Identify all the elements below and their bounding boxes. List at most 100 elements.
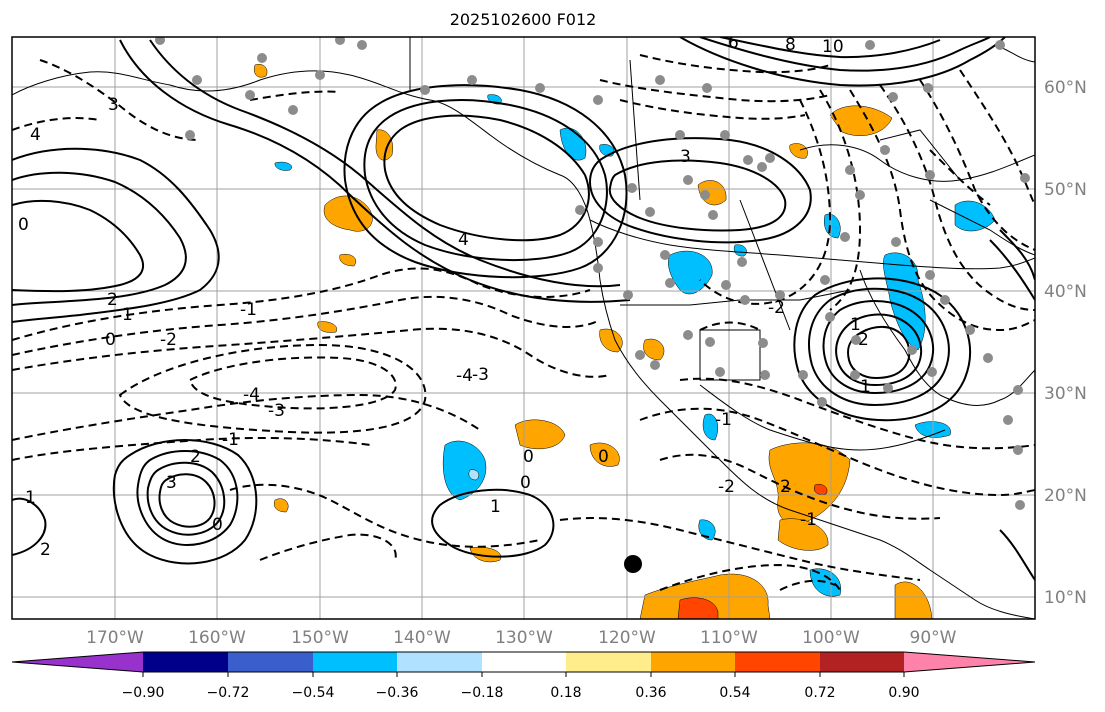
shade-orange xyxy=(829,105,893,136)
contour-label: 3 xyxy=(166,473,177,493)
lon-label: 100°W xyxy=(802,628,860,648)
lat-label: 20°N xyxy=(1044,486,1087,506)
shade-orange xyxy=(643,338,665,361)
contour-label: 0 xyxy=(520,473,531,493)
contour-label: 2 xyxy=(858,330,869,350)
contour-label: -2 xyxy=(768,298,785,318)
shade-orange xyxy=(599,328,623,353)
contour-label: -1 xyxy=(800,510,817,530)
shade-orange xyxy=(254,64,268,78)
shade-red xyxy=(677,597,719,619)
latitude-axis: 60°N 50°N 40°N 30°N 20°N 10°N xyxy=(1044,78,1087,608)
contour-label: 3 xyxy=(108,95,119,115)
colorbar-tick-label: −0.18 xyxy=(461,685,504,701)
station-dots xyxy=(155,37,1030,510)
colorbar-extend-left xyxy=(12,652,143,672)
shade-orange xyxy=(514,419,566,450)
contour-label: 1 xyxy=(25,488,36,508)
shade-blue xyxy=(809,568,842,597)
colorbar-tick-label: −0.72 xyxy=(207,685,250,701)
colorbar-segment xyxy=(566,652,651,672)
colorbar-segment xyxy=(313,652,397,672)
lat-label: 30°N xyxy=(1044,384,1087,404)
contour-label: -2 xyxy=(160,330,177,350)
colorbar-segment xyxy=(397,652,482,672)
shade-blue xyxy=(668,250,713,295)
colorbar-ticks xyxy=(142,672,905,677)
contour-label: -1 xyxy=(240,300,257,320)
solid-contours xyxy=(12,37,1035,581)
contour-label: 2 xyxy=(107,290,118,310)
shade-orange xyxy=(777,518,829,551)
colorbar-segment xyxy=(228,652,313,672)
coastlines xyxy=(12,37,1035,619)
contour-label: 0 xyxy=(598,447,609,467)
contour-label: 1 xyxy=(122,305,133,325)
colorbar-tick-label: 0.54 xyxy=(719,685,750,701)
contour-label: 0 xyxy=(523,447,534,467)
shade-blue xyxy=(702,413,719,441)
contour-label: 4 xyxy=(458,230,469,250)
shade-orange xyxy=(274,498,289,513)
shade-orange xyxy=(589,442,620,467)
contour-label: -3 xyxy=(472,365,489,385)
contour-label: 6 xyxy=(728,33,739,53)
contour-label: 10 xyxy=(822,37,844,57)
contour-label: -4 xyxy=(243,385,260,405)
lat-label: 50°N xyxy=(1044,180,1087,200)
marker-dot xyxy=(624,555,642,573)
shade-orange xyxy=(339,254,356,267)
contour-label: 2 xyxy=(780,477,791,497)
lon-label: 170°W xyxy=(86,628,144,648)
lon-label: 90°W xyxy=(910,628,957,648)
contour-label: -3 xyxy=(268,401,285,421)
shade-orange xyxy=(375,129,393,161)
shade-orange xyxy=(789,143,808,159)
contour-label: -4 xyxy=(456,366,473,386)
colorbar-tick-label: −0.54 xyxy=(292,685,335,701)
contour-label: 1 xyxy=(860,377,871,397)
map-frame xyxy=(11,36,1036,620)
contour-label: 3 xyxy=(680,147,691,167)
colorbar-tick-label: −0.36 xyxy=(376,685,419,701)
lat-label: 60°N xyxy=(1044,78,1087,98)
colorbar-tick-label: 0.36 xyxy=(635,685,666,701)
contour-label: 0 xyxy=(105,330,116,350)
colorbar-tick-label: −0.90 xyxy=(122,685,165,701)
colorbar-extend-right xyxy=(904,652,1035,672)
colorbar-segment xyxy=(735,652,820,672)
dashed-contours xyxy=(12,54,1035,591)
shade-blue xyxy=(442,440,487,501)
contour-label: 2 xyxy=(190,447,201,467)
lon-label: 160°W xyxy=(188,628,246,648)
contour-label: 1 xyxy=(490,497,501,517)
colorbar-tick-label: 0.18 xyxy=(550,685,581,701)
lon-label: 120°W xyxy=(598,628,656,648)
shade-orange xyxy=(317,321,338,333)
colorbar-segment xyxy=(820,652,904,672)
contour-label: -1 xyxy=(715,410,732,430)
shade-blue xyxy=(733,244,747,257)
map-title: 2025102600 F012 xyxy=(449,10,597,29)
lon-label: 140°W xyxy=(393,628,451,648)
longitude-axis: 170°W 160°W 150°W 140°W 130°W 120°W 110°… xyxy=(86,628,957,648)
contour-label: 4 xyxy=(30,125,41,145)
contour-label: -1 xyxy=(222,430,239,450)
shade-blue xyxy=(824,213,841,239)
shade-blue xyxy=(883,252,926,351)
colorbar-segment xyxy=(143,652,228,672)
lon-label: 130°W xyxy=(495,628,553,648)
contour-label: 8 xyxy=(785,35,796,55)
shade-lightblue xyxy=(468,469,480,481)
contour-label: 2 xyxy=(40,540,51,560)
colorbar-segment xyxy=(651,652,735,672)
colorbar: −0.90 −0.72 −0.54 −0.36 −0.18 0.18 0.36 … xyxy=(11,651,1036,701)
lon-label: 110°W xyxy=(700,628,758,648)
contour-labels: 0 1 2 3 4 0 -1 -2 -3 -4 4 3 6 8 10 1 2 1… xyxy=(18,33,871,560)
colorbar-tick-label: 0.90 xyxy=(888,685,919,701)
contour-label: 1 xyxy=(850,315,861,335)
contour-label: 0 xyxy=(212,515,223,535)
lat-label: 40°N xyxy=(1044,282,1087,302)
lat-label: 10°N xyxy=(1044,588,1087,608)
